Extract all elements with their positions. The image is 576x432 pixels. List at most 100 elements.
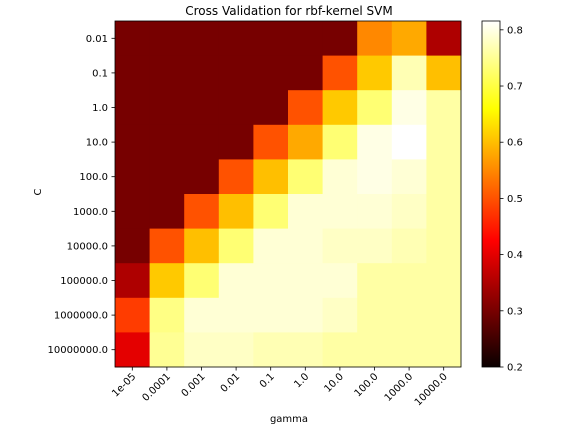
plot-frame	[114, 20, 462, 368]
heatmap-cell	[322, 194, 358, 230]
heatmap-cell	[115, 297, 151, 333]
heatmap-cell	[357, 194, 393, 230]
heatmap-cell	[253, 297, 289, 333]
x-tick-label: 1.0	[292, 371, 311, 390]
heatmap-cell	[115, 55, 151, 91]
heatmap-cell	[149, 332, 185, 368]
heatmap-cell	[391, 55, 427, 91]
heatmap-cell	[288, 263, 324, 299]
heatmap-cell	[184, 90, 220, 126]
heatmap-cell	[218, 55, 254, 91]
colorbar-tick-label: 0.3	[507, 306, 523, 317]
colorbar	[481, 20, 501, 368]
y-axis-label: C	[33, 188, 44, 195]
colorbar-tick-label: 0.6	[507, 138, 523, 149]
heatmap-cell	[253, 332, 289, 368]
heatmap-cell	[218, 194, 254, 230]
heatmap-cell	[322, 55, 358, 91]
heatmap-cell	[184, 21, 220, 57]
heatmap-cell	[426, 263, 462, 299]
x-tick-labels: 1e-05 0.0001 0.001 0.01 0.1 1.0 10.0 100.0 1000.…	[110, 367, 450, 408]
y-tick-label: 0.01	[86, 34, 108, 45]
colorbar-tick-label: 0.8	[507, 25, 523, 36]
colorbar-tick-label: 0.2	[507, 363, 523, 374]
heatmap-cell	[115, 194, 151, 230]
heatmap-cell	[218, 159, 254, 195]
heatmap-cell	[288, 228, 324, 264]
heatmap-cell	[253, 55, 289, 91]
heatmap-cell	[391, 124, 427, 160]
heatmap-cell	[253, 21, 289, 57]
heatmap-cell	[288, 21, 324, 57]
heatmap-cell	[288, 90, 324, 126]
heatmap-cell	[184, 55, 220, 91]
heatmap-cell	[426, 90, 462, 126]
heatmap-cell	[288, 124, 324, 160]
heatmap-cell	[253, 159, 289, 195]
heatmap-cell	[184, 263, 220, 299]
heatmap-cell	[149, 159, 185, 195]
x-axis-label: gamma	[270, 414, 308, 425]
heatmap-cell	[149, 297, 185, 333]
x-tick-label: 100.0	[353, 371, 381, 399]
x-tick-label: 0.1	[258, 371, 277, 390]
heatmap-cell	[426, 297, 462, 333]
heatmap-cell	[391, 21, 427, 57]
x-tick-label: 10000.0	[413, 371, 450, 408]
heatmap-cell	[149, 194, 185, 230]
heatmap-cell	[357, 159, 393, 195]
heatmap-cell	[288, 297, 324, 333]
heatmap-cell	[426, 228, 462, 264]
heatmap-cell	[357, 332, 393, 368]
y-tick-label: 1.0	[92, 103, 108, 114]
heatmap-cell	[322, 21, 358, 57]
y-tick-label: 0.1	[92, 68, 108, 79]
heatmap-cell	[322, 90, 358, 126]
heatmap-cell	[391, 297, 427, 333]
heatmap-cell	[253, 194, 289, 230]
y-tick-label: 10000000.0	[48, 345, 108, 356]
heatmap-cell	[115, 90, 151, 126]
heatmap-cell	[149, 124, 185, 160]
y-tick-label: 1000000.0	[54, 311, 108, 322]
heatmap-cells	[115, 21, 462, 368]
heatmap-cell	[322, 228, 358, 264]
heatmap-cell	[322, 124, 358, 160]
heatmap-cell	[184, 332, 220, 368]
y-tick-labels: 0.01 0.1 1.0 10.0 100.0 1000.0 10000.0 100000.0…	[48, 34, 115, 356]
heatmap-cell	[357, 263, 393, 299]
x-tick-label: 0.01	[219, 371, 243, 395]
heatmap-cell	[218, 332, 254, 368]
heatmap-cell	[115, 228, 151, 264]
heatmap-cell	[218, 124, 254, 160]
heatmap-cell	[218, 90, 254, 126]
heatmap-cell	[218, 21, 254, 57]
heatmap-cell	[391, 90, 427, 126]
y-tick-label: 10000.0	[67, 241, 108, 252]
heatmap-cell	[184, 124, 220, 160]
heatmap-cell	[149, 21, 185, 57]
chart-title: Cross Validation for rbf-kernel SVM	[185, 4, 393, 18]
heatmap-cell	[253, 90, 289, 126]
heatmap-cell	[426, 124, 462, 160]
heatmap-cell	[322, 332, 358, 368]
heatmap-cell	[253, 124, 289, 160]
heatmap-cell	[357, 55, 393, 91]
heatmap-cell	[115, 159, 151, 195]
heatmap-cell	[426, 55, 462, 91]
heatmap-cell	[357, 297, 393, 333]
heatmap-cell	[115, 263, 151, 299]
heatmap-cell	[115, 332, 151, 368]
y-tick-label: 100000.0	[60, 276, 108, 287]
heatmap-cell	[218, 228, 254, 264]
heatmap-cell	[391, 194, 427, 230]
heatmap-cell	[149, 55, 185, 91]
colorbar-tick-labels: 0.2 0.3 0.4 0.5 0.6 0.7 0.8	[500, 25, 523, 374]
heatmap-cell	[288, 332, 324, 368]
x-tick-label: 1e-05	[110, 371, 138, 399]
heatmap-cell	[288, 55, 324, 91]
heatmap-cell	[115, 21, 151, 57]
y-tick-label: 10.0	[86, 138, 108, 149]
heatmap-cell	[357, 90, 393, 126]
